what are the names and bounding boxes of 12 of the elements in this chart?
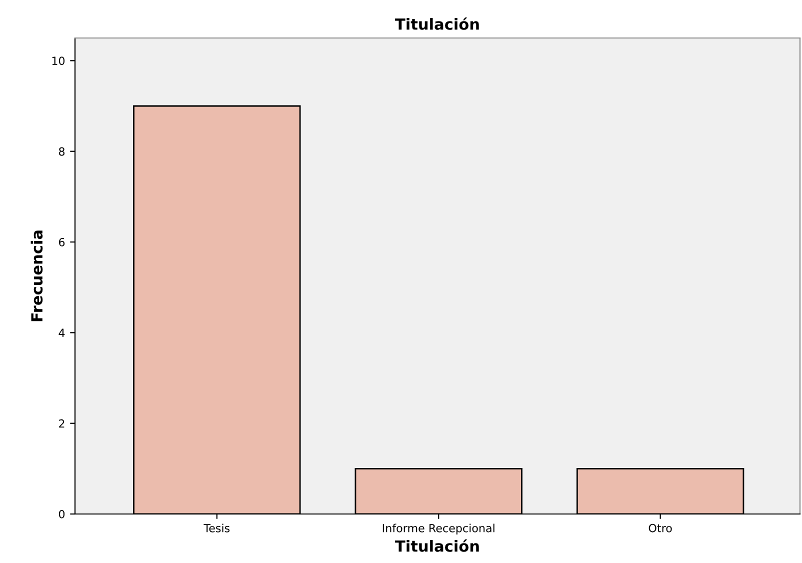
x-tick-label: Informe Recepcional (382, 524, 494, 534)
y-axis-title: Frecuencia (30, 230, 43, 322)
x-tick-label: Otro (648, 524, 672, 532)
y-tick-label: 0 (58, 510, 65, 518)
y-tick-label: 10 (52, 56, 65, 66)
y-tick-label: 4 (58, 328, 65, 337)
y-tick-label: 6 (58, 238, 65, 246)
x-axis-title: Titulación (395, 539, 479, 552)
chart-title: Titulación (395, 17, 479, 30)
x-tick-label: Tesis (204, 524, 230, 532)
y-tick-label: 2 (59, 419, 64, 428)
y-tick-label: 8 (58, 147, 65, 156)
